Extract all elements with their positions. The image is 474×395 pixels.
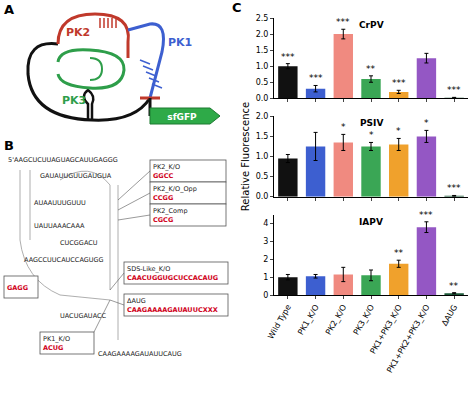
svg-text:CAAGAAAAGAUAUUCAUG: CAAGAAAAGAUAUUCAUG <box>98 350 182 358</box>
svg-text:***: *** <box>447 183 461 193</box>
svg-text:C: C <box>232 0 242 15</box>
svg-text:ΔAUG: ΔAUG <box>127 297 146 305</box>
svg-text:CUCGGACU: CUCGGACU <box>60 239 98 247</box>
svg-text:2: 2 <box>263 255 268 264</box>
svg-text:3: 3 <box>263 237 268 246</box>
svg-text:Relative Fluorescence: Relative Fluorescence <box>240 102 251 211</box>
svg-text:AAGCCUUCAUCCAGUGG: AAGCCUUCAUCCAGUGG <box>24 256 104 264</box>
svg-text:*: * <box>369 130 374 140</box>
svg-text:CrPV: CrPV <box>359 20 384 30</box>
svg-text:**: ** <box>394 248 404 258</box>
svg-text:PK2_K/O_Opp: PK2_K/O_Opp <box>153 185 197 193</box>
svg-text:PK3: PK3 <box>62 94 86 107</box>
svg-text:***: *** <box>281 52 295 62</box>
svg-text:1: 1 <box>263 273 268 282</box>
svg-text:1.5: 1.5 <box>256 46 269 55</box>
svg-text:*: * <box>424 118 429 128</box>
svg-text:1.0: 1.0 <box>256 152 269 161</box>
svg-text:2.0: 2.0 <box>256 30 269 39</box>
svg-text:4: 4 <box>263 219 268 228</box>
svg-text:PK2_K/O: PK2_K/O <box>153 163 180 171</box>
svg-text:**: ** <box>366 64 376 74</box>
svg-text:UAUUAAACAAA: UAUUAAACAAA <box>34 222 85 230</box>
svg-text:PK2: PK2 <box>66 26 90 39</box>
svg-text:CGCG: CGCG <box>153 216 173 224</box>
svg-text:2.5: 2.5 <box>256 14 269 23</box>
svg-text:CAAGAAAAGAUAUUCXXX: CAAGAAAAGAUAUUCXXX <box>127 306 218 314</box>
svg-text:1.0: 1.0 <box>256 62 269 71</box>
svg-text:PK1_K/O: PK1_K/O <box>296 303 320 336</box>
svg-text:Wild Type: Wild Type <box>266 303 293 341</box>
svg-text:AUAAUUUGUUU: AUAAUUUGUUU <box>34 199 86 207</box>
svg-text:GAGG: GAGG <box>7 284 28 292</box>
svg-text:PK3_K/O: PK3_K/O <box>352 303 376 336</box>
svg-text:PK1+PK3_K/O: PK1+PK3_K/O <box>368 303 403 355</box>
svg-text:1.5: 1.5 <box>256 132 269 141</box>
svg-text:A: A <box>4 2 14 17</box>
svg-text:PK2_K/O: PK2_K/O <box>324 303 348 336</box>
svg-text:***: *** <box>336 17 350 27</box>
svg-text:PSIV: PSIV <box>360 118 383 128</box>
svg-text:CAACUGGUGCUCCACAUG: CAACUGGUGCUCCACAUG <box>127 274 218 282</box>
svg-text:GGCC: GGCC <box>153 172 173 180</box>
svg-text:SDS-Like_K/O: SDS-Like_K/O <box>127 265 170 273</box>
svg-text:*: * <box>396 126 401 136</box>
svg-text:PK1_K/O: PK1_K/O <box>43 335 70 343</box>
svg-text:CCGG: CCGG <box>153 194 173 202</box>
svg-text:UACUGAUACC: UACUGAUACC <box>60 312 106 320</box>
svg-text:***: *** <box>392 78 406 88</box>
svg-text:**: ** <box>449 281 459 291</box>
svg-text:*: * <box>341 122 346 132</box>
svg-text:PK2_Comp: PK2_Comp <box>153 207 188 215</box>
svg-text:***: *** <box>447 85 461 95</box>
svg-text:0.5: 0.5 <box>256 78 269 87</box>
svg-text:ACUG: ACUG <box>43 344 63 352</box>
svg-text:0: 0 <box>263 291 268 300</box>
svg-text:***: *** <box>419 210 433 220</box>
svg-text:B: B <box>4 138 14 153</box>
svg-text:PK1+PK2+PK3_K/O: PK1+PK2+PK3_K/O <box>385 303 431 374</box>
svg-text:0.5: 0.5 <box>256 172 269 181</box>
svg-text:0.0: 0.0 <box>256 94 269 103</box>
svg-text:IAPV: IAPV <box>359 217 383 227</box>
svg-text:***: *** <box>309 73 323 83</box>
svg-text:2.0: 2.0 <box>256 112 269 121</box>
svg-text:GAUAUUGUUGAUGUA: GAUAUUGUUGAUGUA <box>40 172 112 180</box>
svg-text:ΔAUG: ΔAUG <box>440 303 459 327</box>
svg-text:sfGFP: sfGFP <box>167 112 197 122</box>
svg-text:0.0: 0.0 <box>256 192 269 201</box>
svg-text:PK1: PK1 <box>168 36 192 49</box>
svg-text:5'AAGCUCUUAGUAGCAUUGAGGG: 5'AAGCUCUUAGUAGCAUUGAGGG <box>8 156 118 164</box>
